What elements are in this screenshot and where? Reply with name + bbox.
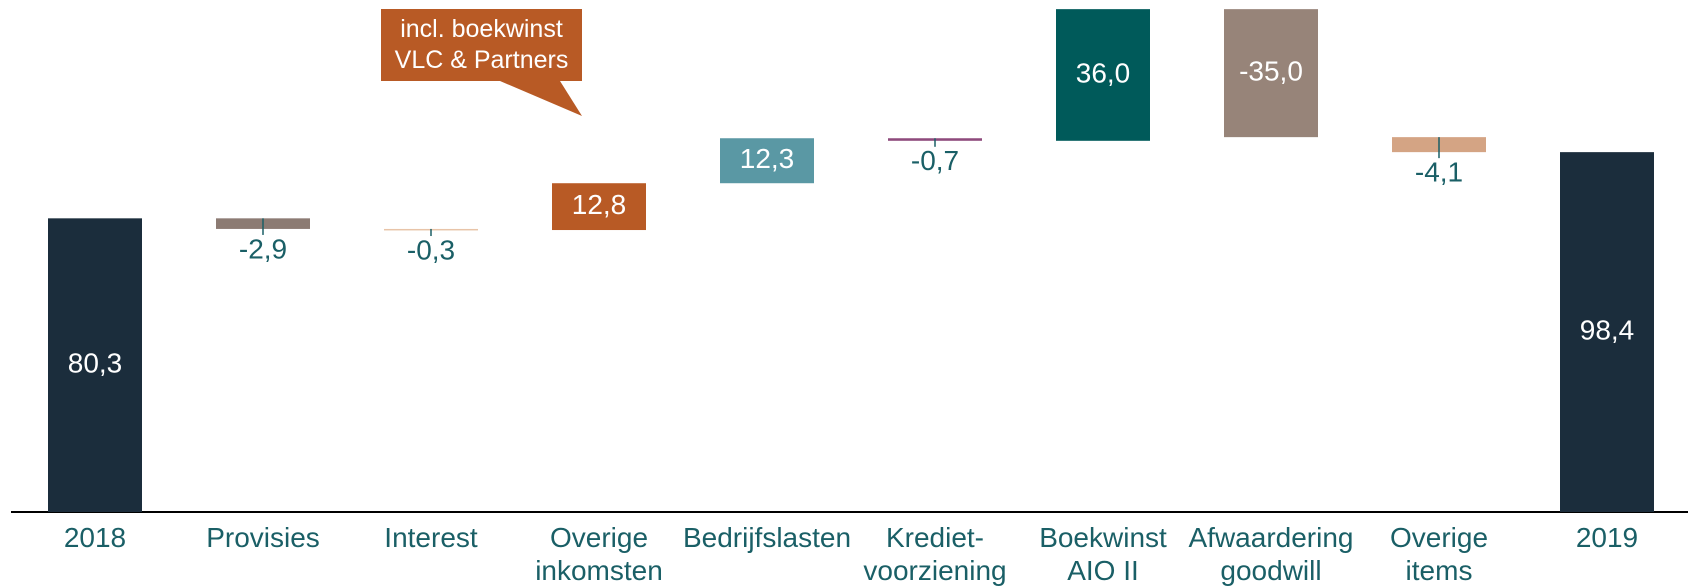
value-label: -4,1 [1415,157,1463,188]
x-tick-label: Boekwinst AIO II [1039,522,1167,586]
x-tick-label: Provisies [206,522,320,553]
value-label: -2,9 [239,233,287,264]
x-tick-label: Interest [384,522,478,553]
bar [720,138,814,184]
x-tick-label: 2019 [1575,522,1639,553]
bar [552,183,646,231]
bar [1224,9,1318,138]
callout-pointer [500,81,582,116]
bar [48,218,142,512]
value-label: 12,8 [572,189,627,220]
value-label: 12,3 [740,143,795,174]
value-label: 80,3 [68,348,123,379]
x-tick-label: Afwaardering goodwill [1188,522,1354,586]
bar [1560,152,1654,512]
x-tick-label: Bedrijfslasten [682,522,852,553]
x-tick-label: 2018 [63,522,127,553]
x-tick-label: Krediet- voorziening [863,522,1007,586]
x-tick-label: Overige inkomsten [535,522,663,586]
x-tick-label: Overige items [1389,522,1489,586]
value-label: -35,0 [1239,56,1303,87]
value-label: -0,3 [407,234,455,265]
bar [1056,9,1150,141]
value-label: -0,7 [911,145,959,176]
value-label: 98,4 [1580,314,1635,345]
value-label: 36,0 [1076,57,1131,88]
annotation: incl. boekwinst VLC & Partners [381,9,582,81]
